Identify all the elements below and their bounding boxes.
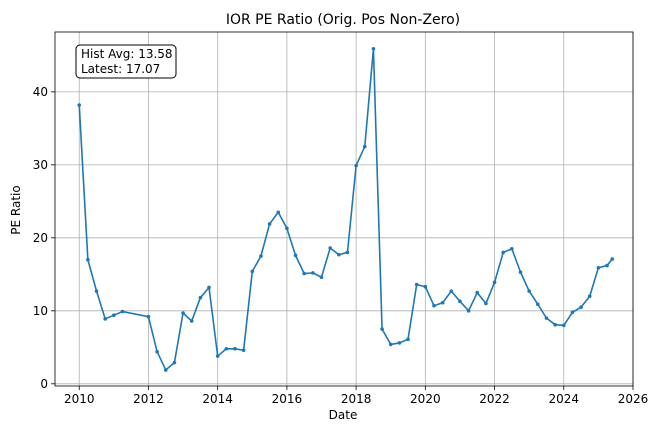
data-point [311,271,315,275]
data-point [250,269,255,274]
y-tick-label: 30 [33,158,48,172]
data-point [587,294,592,299]
data-point [544,316,549,320]
data-point [458,299,462,304]
data-point [371,46,376,51]
data-point [414,282,419,287]
x-tick-label: 2018 [341,392,372,406]
data-point [432,303,436,308]
data-point [224,346,229,351]
x-tick-label: 2014 [202,392,233,406]
data-point [345,250,350,255]
data-point [198,295,203,300]
data-point [207,285,211,290]
y-axis-ticks: 0 10 20 30 40 [33,85,55,391]
data-point [449,289,454,293]
data-point [484,301,488,306]
data-point [354,163,358,168]
y-axis-label: PE Ratio [9,185,23,234]
data-point [233,346,237,351]
x-tick-label: 2010 [64,392,95,406]
data-point [553,322,557,327]
data-point [475,290,480,295]
x-tick-label: 2022 [479,392,510,406]
y-tick-label: 10 [33,304,48,318]
x-tick-label: 2024 [549,392,580,406]
data-point [293,253,298,258]
data-point [466,309,471,313]
stats-annotation: Hist Avg: 13.58 Latest: 17.07 [75,44,177,79]
data-point [155,349,159,354]
annotation-latest: Latest: 17.07 [81,62,160,76]
data-point [605,263,609,268]
data-point [120,309,125,314]
x-tick-label: 2026 [618,392,649,406]
grid [55,32,634,386]
y-tick-label: 20 [33,231,48,245]
data-point [380,327,384,331]
data-point [215,354,220,358]
data-point [181,311,185,315]
y-tick-label: 0 [40,377,48,391]
data-point [285,226,289,231]
data-point [241,348,246,353]
data-point [388,342,393,347]
annotation-box [75,44,177,79]
data-point [492,280,497,285]
data-point [77,103,82,107]
data-point [302,271,306,276]
data-point [103,317,107,321]
chart-title: IOR PE Ratio (Orig. Pos Non-Zero) [226,12,460,28]
annotation-hist-avg: Hist Avg: 13.58 [81,47,173,61]
x-axis-ticks: 2010 2012 2014 2016 2018 2020 2022 2024 2026 [64,386,648,406]
x-tick-label: 2016 [272,392,303,406]
data-point [362,144,367,149]
data-point [189,319,194,323]
data-point [527,289,531,293]
data-point [276,210,281,215]
x-tick-label: 2020 [410,392,441,406]
data-point [501,250,506,255]
data-point [561,323,566,328]
data-point [112,313,116,318]
series-line [78,47,613,371]
data-point [328,246,332,250]
data-point [423,284,428,289]
data-point [596,265,601,270]
data-point [397,341,402,345]
data-point [518,270,523,274]
data-point [570,310,575,315]
x-tick-label: 2012 [133,392,164,406]
data-point [510,246,514,251]
data-point [163,368,168,372]
y-tick-label: 40 [33,85,48,99]
data-point [94,289,99,293]
data-point [610,257,615,261]
series [77,46,615,372]
data-point [146,314,151,319]
data-point [259,254,263,258]
x-axis-label: Date [329,408,358,422]
data-point [319,275,324,280]
data-point [86,257,90,262]
data-point [536,302,540,307]
data-point [172,360,177,365]
data-point [267,222,272,226]
data-point [440,300,445,305]
data-point [406,337,410,342]
data-point [579,305,583,309]
data-point [337,252,341,257]
plot-frame [54,31,634,387]
